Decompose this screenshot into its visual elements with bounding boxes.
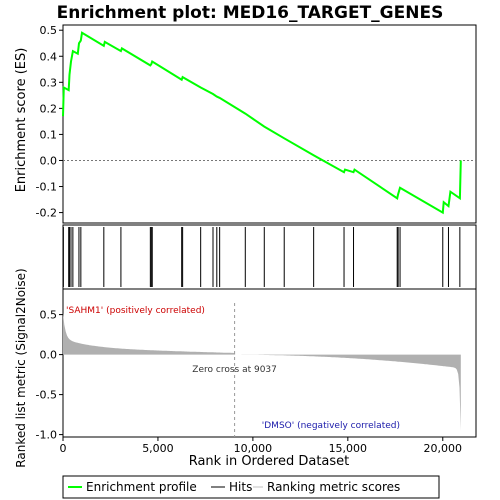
hits-panel (62, 224, 477, 290)
hits-panel-frame (62, 224, 477, 290)
ranked-y-tick-label: -1.0 (36, 429, 57, 442)
x-tick-label: 20,000 (424, 442, 463, 455)
es-panel-frame (62, 24, 477, 224)
x-tick-label: 10,000 (234, 442, 273, 455)
es-y-tick-label: 0.5 (40, 24, 58, 37)
legend-label-enrichment-profile: Enrichment profile (86, 480, 197, 494)
legend-label-ranking-metric: Ranking metric scores (267, 480, 400, 494)
negative-correlation-label: 'DMSO' (negatively correlated) (262, 421, 400, 431)
es-y-tick-label: 0.1 (40, 128, 58, 141)
legend-label-hits: Hits (229, 480, 252, 494)
enrichment-profile-line (62, 31, 462, 215)
chart-title: Enrichment plot: MED16_TARGET_GENES (57, 3, 444, 23)
legend-frame (62, 475, 440, 499)
ranked-y-tick-label: 0.5 (40, 309, 58, 322)
hit-markers (62, 227, 461, 287)
es-y-tick-label: 0.2 (40, 102, 58, 115)
ranked-y-tick-label: 0.0 (40, 349, 58, 362)
positive-correlation-label: 'SAHM1' (positively correlated) (66, 306, 205, 316)
zero-cross-label: Zero cross at 9037 (192, 365, 277, 375)
x-tick-label: 15,000 (329, 442, 368, 455)
ranked-y-tick-label: -0.5 (36, 389, 57, 402)
x-tick-label: 0 (60, 442, 67, 455)
ranked-panel-frame (62, 288, 477, 438)
es-y-tick-label: -0.1 (36, 181, 57, 194)
legend: Enrichment profile Hits Ranking metric s… (62, 475, 440, 499)
ranked-y-axis-label: Ranked list metric (Signal2Noise) (14, 268, 28, 467)
es-y-tick-label: 0.4 (40, 50, 58, 63)
x-tick-label: 5,000 (142, 442, 174, 455)
es-y-axis-label: Enrichment score (ES) (14, 48, 29, 193)
ranked-x-axis: 0 5,000 10,000 15,000 20,000 (60, 437, 463, 455)
es-y-tick-label: 0.0 (40, 154, 58, 167)
x-axis-label: Rank in Ordered Dataset (189, 454, 350, 469)
es-y-tick-label: 0.3 (40, 76, 58, 89)
ranked-y-axis: -1.0 -0.5 0.0 0.5 (36, 309, 63, 442)
es-y-axis: -0.2 -0.1 0.0 0.1 0.2 0.3 0.4 0.5 (36, 24, 63, 220)
ranked-panel: -1.0-0.50.00.5 0 5,000 10,000 15,000 20,000 … (14, 268, 477, 469)
es-y-tick-label: -0.2 (36, 207, 57, 220)
es-panel: -0.2 -0.1 0.0 0.1 0.2 0.3 0.4 0.5 Enrichment sc… (14, 24, 477, 224)
